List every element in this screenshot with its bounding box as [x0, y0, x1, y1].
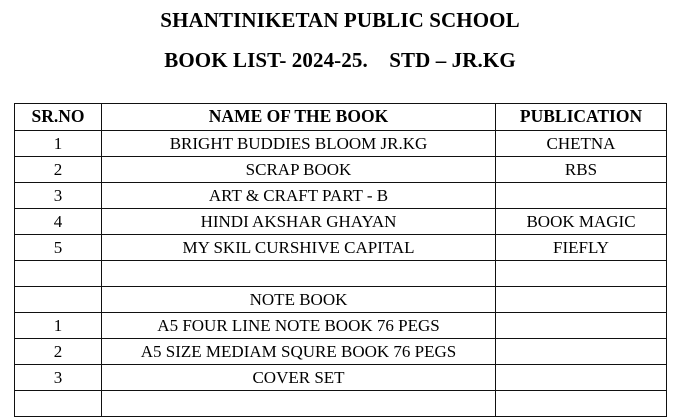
- book-list-table-container: SR.NO NAME OF THE BOOK PUBLICATION 1 BRIG…: [14, 103, 667, 417]
- school-name-heading: SHANTINIKETAN PUBLIC SCHOOL: [160, 8, 520, 32]
- cell-book-name: HINDI AKSHAR GHAYAN: [101, 208, 496, 235]
- cell-publication: CHETNA: [495, 130, 667, 157]
- cell-sr-no: 2: [14, 156, 102, 183]
- book-list-heading: BOOK LIST- 2024-25. STD – JR.KG: [164, 48, 516, 72]
- column-header-publication: PUBLICATION: [495, 103, 667, 131]
- cell-publication: [495, 312, 667, 339]
- table-row: 2 SCRAP BOOK RBS: [14, 156, 667, 183]
- cell-sr-no: [14, 286, 102, 313]
- column-header-sr-no: SR.NO: [14, 103, 102, 131]
- table-body: 1 BRIGHT BUDDIES BLOOM JR.KG CHETNA 2 SCRAP …: [14, 130, 667, 417]
- cell-publication: [495, 260, 667, 287]
- table-row: 4 HINDI AKSHAR GHAYAN BOOK MAGIC: [14, 208, 667, 235]
- cell-book-name: [101, 390, 496, 417]
- cell-sr-no: 5: [14, 234, 102, 261]
- cell-book-name: ART & CRAFT PART - B: [101, 182, 496, 209]
- cell-publication: BOOK MAGIC: [495, 208, 667, 235]
- cell-sr-no: 1: [14, 130, 102, 157]
- table-row: 5 MY SKIL CURSHIVE CAPITAL FIEFLY: [14, 234, 667, 261]
- cell-book-name: SCRAP BOOK: [101, 156, 496, 183]
- cell-publication: RBS: [495, 156, 667, 183]
- cell-sr-no: [14, 390, 102, 417]
- cell-book-name: COVER SET: [101, 364, 496, 391]
- cell-sr-no: 1: [14, 312, 102, 339]
- table-section-row: NOTE BOOK: [14, 286, 667, 313]
- table-row: 2 A5 SIZE MEDIAM SQURE BOOK 76 PEGS: [14, 338, 667, 365]
- cell-sr-no: 3: [14, 364, 102, 391]
- cell-publication: [495, 390, 667, 417]
- cell-section-label: NOTE BOOK: [101, 286, 496, 313]
- table-blank-row: [14, 390, 667, 417]
- table-row: 3 ART & CRAFT PART - B: [14, 182, 667, 209]
- cell-publication: [495, 364, 667, 391]
- cell-sr-no: 2: [14, 338, 102, 365]
- table-header: SR.NO NAME OF THE BOOK PUBLICATION: [14, 103, 667, 131]
- cell-publication: [495, 286, 667, 313]
- table-row: 3 COVER SET: [14, 364, 667, 391]
- cell-book-name: A5 FOUR LINE NOTE BOOK 76 PEGS: [101, 312, 496, 339]
- cell-publication: [495, 182, 667, 209]
- table-row: 1 BRIGHT BUDDIES BLOOM JR.KG CHETNA: [14, 130, 667, 157]
- cell-book-name: MY SKIL CURSHIVE CAPITAL: [101, 234, 496, 261]
- book-list-table: SR.NO NAME OF THE BOOK PUBLICATION 1 BRIG…: [14, 103, 667, 417]
- cell-sr-no: 4: [14, 208, 102, 235]
- cell-publication: FIEFLY: [495, 234, 667, 261]
- table-row: 1 A5 FOUR LINE NOTE BOOK 76 PEGS: [14, 312, 667, 339]
- cell-book-name: [101, 260, 496, 287]
- cell-sr-no: [14, 260, 102, 287]
- cell-book-name: A5 SIZE MEDIAM SQURE BOOK 76 PEGS: [101, 338, 496, 365]
- table-header-row: SR.NO NAME OF THE BOOK PUBLICATION: [14, 103, 667, 131]
- cell-book-name: BRIGHT BUDDIES BLOOM JR.KG: [101, 130, 496, 157]
- cell-publication: [495, 338, 667, 365]
- cell-sr-no: 3: [14, 182, 102, 209]
- column-header-book-name: NAME OF THE BOOK: [101, 103, 496, 131]
- table-blank-row: [14, 260, 667, 287]
